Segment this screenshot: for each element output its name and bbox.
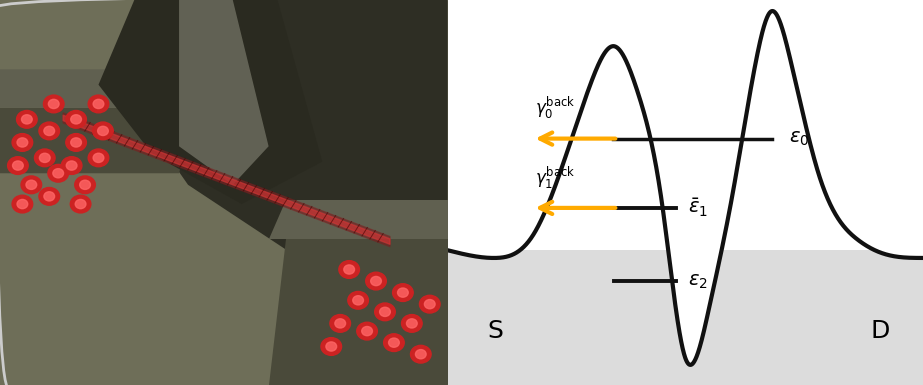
Polygon shape (0, 69, 206, 108)
Circle shape (43, 95, 64, 113)
Circle shape (384, 334, 404, 352)
Circle shape (79, 180, 90, 189)
Text: $\gamma_0^{\rm back}$: $\gamma_0^{\rm back}$ (535, 95, 575, 121)
Text: S: S (487, 319, 503, 343)
Text: $\epsilon_0$: $\epsilon_0$ (789, 129, 809, 148)
Circle shape (348, 291, 368, 309)
Circle shape (21, 176, 42, 194)
Circle shape (12, 134, 32, 151)
Circle shape (39, 187, 60, 205)
Circle shape (17, 199, 28, 209)
Text: $\epsilon_2$: $\epsilon_2$ (688, 271, 708, 291)
Circle shape (366, 272, 387, 290)
Circle shape (330, 315, 351, 332)
Circle shape (7, 157, 29, 174)
Circle shape (335, 319, 345, 328)
Circle shape (392, 284, 414, 301)
Circle shape (12, 195, 32, 213)
Circle shape (411, 345, 431, 363)
Polygon shape (134, 0, 448, 262)
Circle shape (339, 261, 359, 278)
Circle shape (375, 303, 395, 321)
Bar (448, 250, 923, 385)
Text: D: D (870, 319, 890, 343)
Circle shape (398, 288, 408, 297)
Circle shape (353, 296, 364, 305)
Circle shape (44, 126, 54, 136)
Circle shape (39, 122, 60, 140)
Circle shape (406, 319, 417, 328)
Circle shape (44, 192, 54, 201)
Polygon shape (99, 0, 322, 204)
Circle shape (61, 157, 82, 174)
Circle shape (26, 180, 37, 189)
Circle shape (40, 153, 50, 162)
Circle shape (89, 95, 109, 113)
Polygon shape (269, 239, 448, 385)
Polygon shape (0, 108, 197, 173)
Polygon shape (179, 0, 269, 185)
Circle shape (362, 326, 373, 336)
Circle shape (13, 161, 23, 170)
Circle shape (379, 307, 390, 316)
Polygon shape (179, 69, 206, 173)
Circle shape (17, 110, 37, 128)
Circle shape (66, 110, 87, 128)
Circle shape (343, 265, 354, 274)
Circle shape (371, 276, 381, 286)
Circle shape (419, 295, 440, 313)
Circle shape (53, 169, 64, 178)
Circle shape (402, 315, 422, 332)
Circle shape (34, 149, 55, 167)
Circle shape (21, 115, 32, 124)
Circle shape (89, 149, 109, 167)
Circle shape (75, 199, 86, 209)
Circle shape (75, 176, 95, 194)
Circle shape (71, 138, 81, 147)
Circle shape (389, 338, 400, 347)
Polygon shape (269, 200, 448, 239)
Circle shape (93, 99, 104, 109)
Circle shape (98, 126, 108, 136)
Circle shape (93, 153, 104, 162)
Text: $\bar{\epsilon}_1$: $\bar{\epsilon}_1$ (688, 197, 708, 219)
Circle shape (66, 134, 87, 151)
Circle shape (425, 300, 435, 309)
Circle shape (48, 99, 59, 109)
Circle shape (71, 115, 81, 124)
Circle shape (326, 342, 337, 351)
Circle shape (17, 138, 28, 147)
Ellipse shape (186, 0, 281, 92)
Circle shape (357, 322, 378, 340)
Circle shape (66, 161, 77, 170)
Circle shape (70, 195, 90, 213)
Circle shape (321, 338, 342, 355)
FancyBboxPatch shape (436, 0, 923, 385)
Circle shape (415, 350, 426, 359)
Circle shape (48, 164, 68, 182)
Text: $\gamma_1^{\rm back}$: $\gamma_1^{\rm back}$ (535, 164, 575, 191)
Circle shape (92, 122, 114, 140)
